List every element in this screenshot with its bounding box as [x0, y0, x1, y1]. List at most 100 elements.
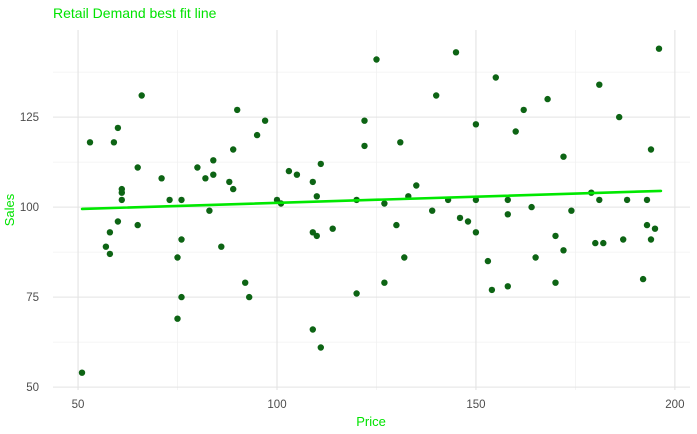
data-point	[592, 239, 599, 247]
data-point	[651, 225, 659, 232]
x-tick-label: 200	[665, 399, 684, 411]
data-point	[655, 45, 663, 52]
data-point	[472, 229, 480, 236]
data-point	[329, 225, 336, 232]
data-point	[552, 279, 559, 286]
data-point	[293, 171, 301, 178]
data-point	[118, 189, 126, 196]
data-point	[178, 293, 185, 301]
data-point	[464, 218, 472, 225]
data-point	[361, 142, 368, 150]
data-point	[110, 139, 118, 146]
data-point	[373, 56, 380, 63]
data-point	[202, 175, 209, 182]
data-point	[313, 193, 320, 200]
x-tick-label: 50	[72, 399, 85, 411]
data-point	[134, 221, 141, 229]
data-point	[166, 196, 173, 204]
data-point	[114, 218, 122, 225]
data-point	[504, 211, 511, 218]
data-point	[560, 247, 567, 254]
data-point	[317, 344, 324, 351]
data-point	[114, 124, 122, 132]
data-point	[484, 257, 492, 265]
data-point	[397, 139, 404, 146]
data-point	[230, 185, 237, 193]
data-point	[639, 275, 647, 283]
data-point	[643, 221, 651, 229]
grid-major-lines	[53, 30, 690, 390]
data-point	[596, 81, 603, 88]
data-point	[309, 178, 316, 186]
data-point	[413, 182, 420, 189]
data-point	[532, 254, 539, 261]
data-point	[134, 164, 141, 171]
y-tick-label: 75	[26, 292, 39, 304]
data-point	[512, 128, 519, 135]
data-point	[361, 117, 368, 124]
data-point	[86, 139, 94, 146]
data-point	[647, 146, 655, 153]
data-point	[393, 221, 400, 229]
data-point	[552, 232, 559, 240]
data-point	[568, 207, 575, 214]
data-point	[313, 232, 320, 240]
grid-minor-lines	[53, 30, 690, 390]
data-point	[218, 243, 225, 250]
data-point	[353, 290, 360, 297]
data-point	[452, 49, 460, 56]
x-axis-title: Price	[356, 414, 386, 429]
data-point	[504, 196, 511, 204]
data-point	[178, 236, 185, 243]
data-point	[174, 315, 181, 322]
data-point	[102, 243, 110, 250]
data-point	[285, 167, 293, 175]
data-point	[488, 286, 496, 294]
data-point	[472, 121, 480, 128]
data-point	[381, 279, 388, 286]
data-point	[643, 196, 651, 204]
y-tick-label: 100	[20, 202, 39, 214]
data-point	[560, 153, 567, 160]
data-point	[544, 95, 551, 103]
data-point	[138, 92, 145, 99]
data-point	[106, 229, 114, 236]
data-point	[504, 283, 511, 290]
y-axis-title: Sales	[2, 193, 17, 226]
data-point	[106, 250, 114, 258]
y-axis-tick-labels: 50 75 100 125	[20, 112, 39, 394]
data-point	[78, 369, 86, 376]
data-point	[620, 236, 627, 243]
y-tick-label: 125	[20, 112, 39, 124]
data-point	[472, 196, 480, 204]
x-axis-tick-labels: 50 100 150 200	[72, 399, 685, 411]
scatter-points	[78, 45, 663, 376]
data-point	[528, 203, 535, 211]
data-point	[210, 157, 217, 164]
best-fit-line	[80, 189, 663, 211]
data-point	[234, 106, 241, 114]
data-point	[158, 175, 165, 182]
data-point	[596, 196, 603, 204]
data-point	[381, 200, 388, 207]
data-point	[520, 106, 527, 114]
data-point	[210, 171, 217, 178]
data-point	[456, 214, 464, 222]
data-point	[492, 74, 499, 81]
data-point	[433, 92, 440, 99]
data-point	[616, 113, 623, 121]
data-point	[178, 196, 185, 204]
chart-title: Retail Demand best fit line	[53, 5, 217, 21]
x-tick-label: 100	[267, 399, 286, 411]
data-point	[309, 326, 316, 333]
data-point	[261, 117, 269, 124]
data-point	[226, 178, 233, 186]
data-point	[246, 293, 253, 301]
data-point	[230, 146, 237, 153]
data-point	[647, 236, 655, 243]
data-point	[623, 196, 631, 204]
data-point	[253, 131, 261, 139]
data-point	[194, 164, 201, 171]
